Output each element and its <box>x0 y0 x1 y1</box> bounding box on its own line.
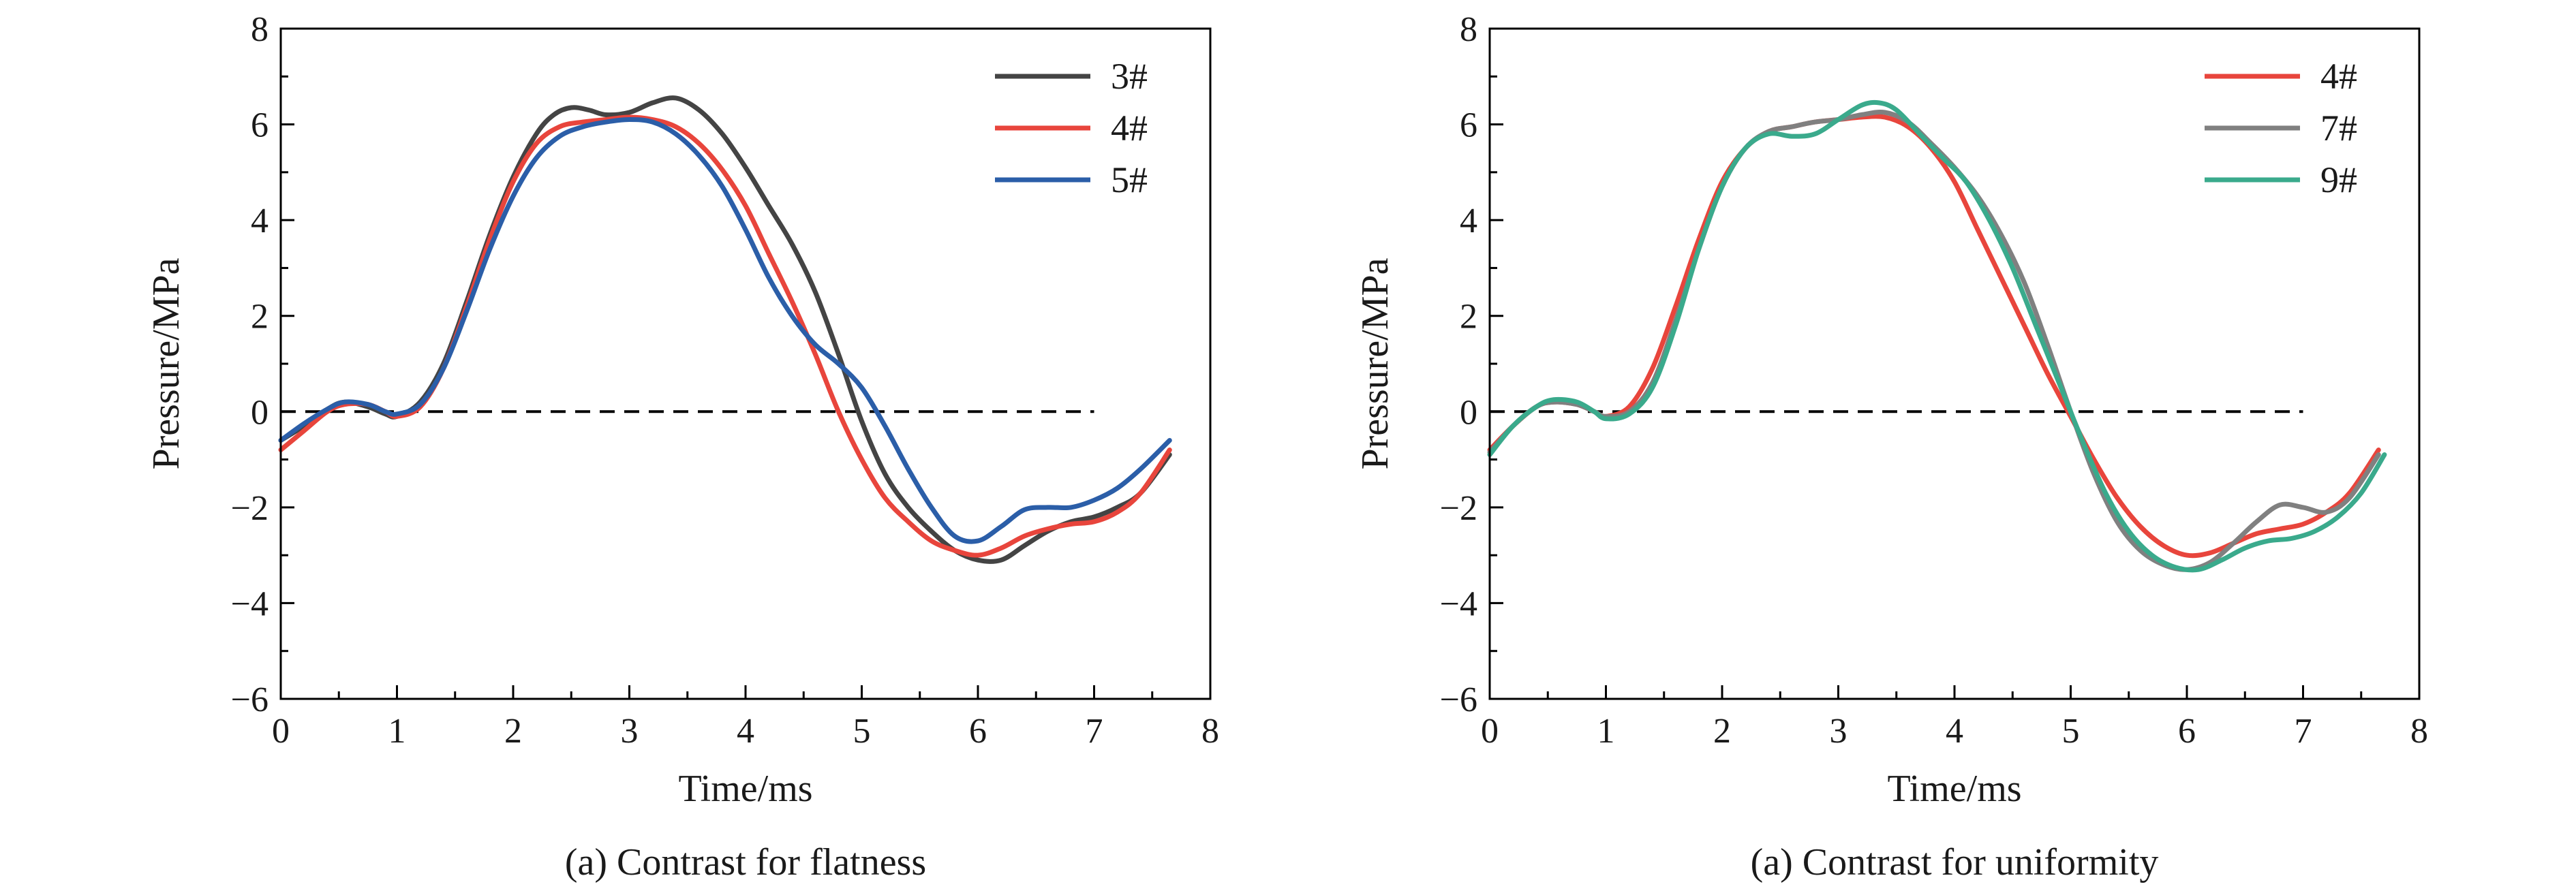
legend-label: 3# <box>1111 56 1148 97</box>
y-tick-label: 6 <box>251 106 269 145</box>
y-tick-label: −4 <box>231 584 269 623</box>
panel-caption: (a) Contrast for uniformity <box>1751 841 2159 883</box>
x-tick-label: 5 <box>2062 712 2080 751</box>
x-tick-label: 3 <box>1830 712 1847 751</box>
x-tick-label: 1 <box>388 712 406 751</box>
chart-panel-2: 0 1 2 3 4 5 6 7 8 8 6 4 2 0 −2 −4 −6 Time/ms Pressure/MPa 4… <box>1354 10 2428 883</box>
x-tick-label: 8 <box>2410 712 2428 751</box>
x-axis-title: Time/ms <box>1887 768 2021 810</box>
x-tick-label: 2 <box>504 712 522 751</box>
y-axis-title: Pressure/MPa <box>145 257 187 469</box>
series-line-9 <box>1487 99 2387 573</box>
x-tick-label: 6 <box>2178 712 2196 751</box>
y-tick-label: 8 <box>251 10 269 49</box>
y-tick-label: 2 <box>251 298 269 336</box>
legend-label: 9# <box>2320 159 2357 200</box>
x-tick-label: 6 <box>969 712 987 751</box>
y-tick-label: −2 <box>231 489 269 528</box>
y-tick-label: −2 <box>1440 489 1477 528</box>
y-tick-label: 4 <box>1460 202 1477 240</box>
y-tick-label: 0 <box>251 393 269 432</box>
x-tick-label: 0 <box>272 712 290 751</box>
y-tick-label: 0 <box>1460 393 1477 432</box>
legend-label: 5# <box>1111 159 1148 200</box>
x-tick-label: 5 <box>853 712 871 751</box>
y-tick-label: 6 <box>1460 106 1477 145</box>
x-axis-title: Time/ms <box>678 768 812 810</box>
y-axis-title: Pressure/MPa <box>1354 257 1396 469</box>
y-tick-label: −6 <box>1440 680 1477 719</box>
legend-label: 4# <box>2320 56 2357 97</box>
y-tick-label: −4 <box>1440 584 1477 623</box>
x-tick-label: 4 <box>737 712 754 751</box>
y-tick-label: −6 <box>231 680 269 719</box>
series-line-4 <box>278 114 1172 558</box>
chart-panel-1: 0 1 2 3 4 5 6 7 8 8 6 4 2 0 −2 −4 −6 Time/ms Pressure/MPa 3… <box>145 10 1219 883</box>
series-line-4 <box>1487 114 2381 559</box>
legend-label: 7# <box>2320 108 2357 148</box>
x-tick-label: 7 <box>2295 712 2312 751</box>
series-line-5 <box>278 117 1172 544</box>
x-tick-label: 1 <box>1597 712 1615 751</box>
y-tick-label: 8 <box>1460 10 1477 49</box>
x-tick-label: 0 <box>1481 712 1499 751</box>
x-tick-label: 2 <box>1713 712 1731 751</box>
legend-label: 4# <box>1111 108 1148 148</box>
panel-caption: (a) Contrast for flatness <box>565 841 926 883</box>
series-line-3 <box>278 95 1172 564</box>
y-tick-label: 4 <box>251 202 269 240</box>
x-tick-label: 8 <box>1201 712 1219 751</box>
x-tick-label: 3 <box>621 712 639 751</box>
x-tick-label: 4 <box>1946 712 1963 751</box>
x-tick-label: 7 <box>1086 712 1103 751</box>
y-tick-label: 2 <box>1460 298 1477 336</box>
